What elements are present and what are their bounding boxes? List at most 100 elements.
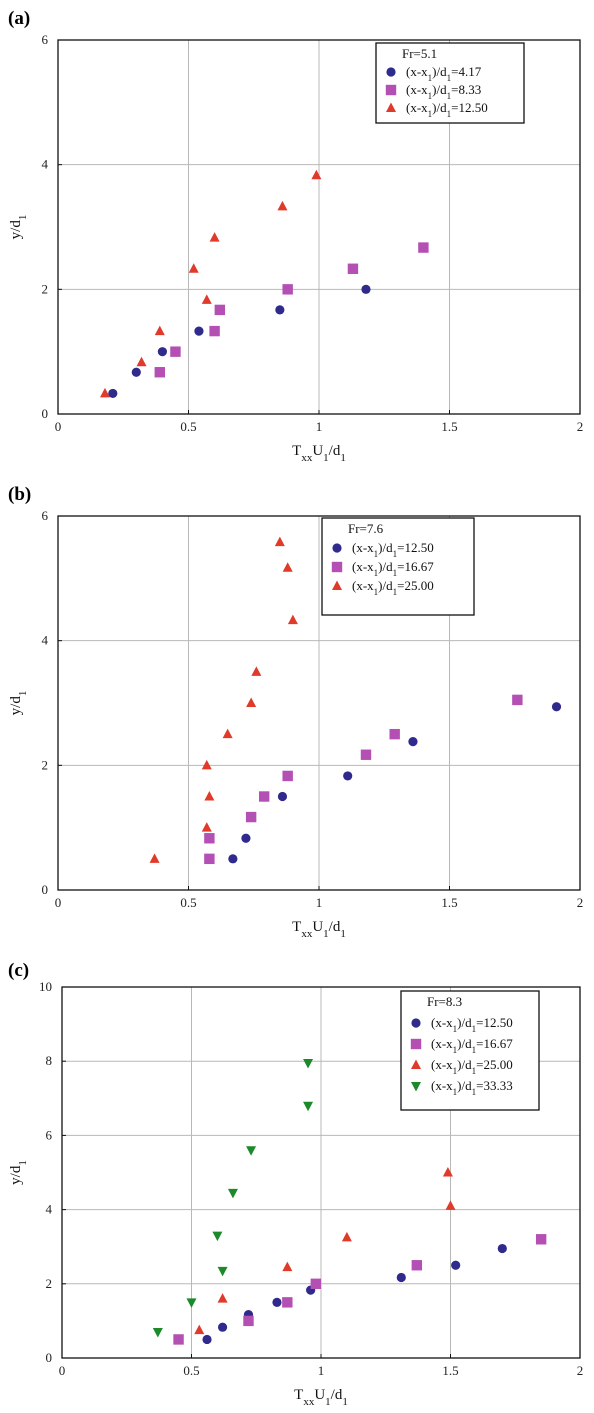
data-point xyxy=(277,200,288,211)
data-point xyxy=(389,728,400,740)
y-tick-label: 0 xyxy=(46,1350,53,1365)
y-tick-label: 2 xyxy=(42,757,49,772)
x-tick-label: 0.5 xyxy=(180,419,196,434)
data-point xyxy=(277,791,288,802)
series-0 xyxy=(202,1243,507,1345)
legend: Fr=5.1 (x-x1)/d1=4.17(x-x1)/d1=8.33(x-x1)… xyxy=(375,42,525,124)
data-point xyxy=(194,326,204,336)
data-point xyxy=(445,1200,456,1210)
series-0 xyxy=(108,284,371,399)
data-point xyxy=(341,1231,352,1242)
data-point xyxy=(212,1231,223,1242)
data-point xyxy=(282,284,293,295)
data-point xyxy=(258,791,270,802)
series-2 xyxy=(194,1167,456,1335)
legend-marker xyxy=(410,1038,422,1050)
panel-2: (c) 0 0.5 1 1.5 2 0 2 4 6 8 10 TxxU1/d1 y/d1 Fr=8.3 (x-… xyxy=(8,960,583,1408)
legend-entry-label: (x-x1)/d1=33.33 xyxy=(431,1078,513,1097)
legend-marker xyxy=(411,1018,421,1028)
data-point xyxy=(245,811,257,823)
data-point xyxy=(411,1260,423,1271)
legend-box xyxy=(321,517,475,616)
data-point xyxy=(201,822,212,832)
series-0 xyxy=(228,702,562,864)
data-point xyxy=(170,346,181,357)
x-axis-title: TxxU1/d1 xyxy=(294,1387,348,1408)
legend: Fr=8.3 (x-x1)/d1=12.50 (x-x1)/d1=16.67 (x-x… xyxy=(400,990,540,1111)
data-point xyxy=(194,1324,205,1335)
x-tick-label: 1 xyxy=(316,419,323,434)
data-point xyxy=(214,304,226,316)
series-2 xyxy=(149,536,298,863)
data-point xyxy=(282,770,293,782)
data-point xyxy=(274,536,285,547)
data-point xyxy=(217,1322,228,1332)
y-tick-label: 8 xyxy=(46,1053,53,1068)
data-point xyxy=(204,853,215,865)
data-point xyxy=(343,771,353,781)
data-point xyxy=(303,1059,314,1069)
series-1 xyxy=(204,694,523,865)
data-point xyxy=(201,294,212,304)
data-point xyxy=(535,1234,547,1245)
y-tick-label: 4 xyxy=(42,633,49,648)
data-point xyxy=(217,1266,228,1277)
x-tick-label: 1.5 xyxy=(441,895,457,910)
data-point xyxy=(442,1167,453,1177)
x-axis-title: TxxU1/d1 xyxy=(292,443,346,464)
x-tick-label: 1 xyxy=(316,895,323,910)
data-point xyxy=(204,833,215,844)
data-point xyxy=(282,1261,293,1272)
x-axis-title: TxxU1/d1 xyxy=(292,919,346,940)
y-tick-label: 4 xyxy=(46,1202,53,1217)
panel-label: (b) xyxy=(8,484,31,505)
x-tick-label: 0 xyxy=(55,419,62,434)
data-point xyxy=(551,702,562,712)
y-tick-label: 2 xyxy=(46,1276,53,1291)
y-tick-label: 6 xyxy=(46,1127,53,1142)
legend-entry-label: (x-x1)/d1=25.00 xyxy=(352,578,434,597)
x-tick-label: 1 xyxy=(318,1363,325,1378)
data-point xyxy=(396,1272,406,1283)
panel-label: (a) xyxy=(8,8,30,29)
x-tick-label: 0 xyxy=(59,1363,66,1378)
legend-entry-label: (x-x1)/d1=8.33 xyxy=(406,82,481,101)
data-point xyxy=(451,1260,461,1270)
data-point xyxy=(347,263,359,274)
data-point xyxy=(311,169,322,180)
legend-marker xyxy=(386,67,396,77)
legend-entry-label: (x-x1)/d1=16.67 xyxy=(431,1036,513,1055)
data-point xyxy=(275,305,285,315)
x-tick-label: 0.5 xyxy=(183,1363,199,1378)
y-tick-label: 6 xyxy=(42,32,49,47)
legend-box xyxy=(400,990,540,1111)
y-axis-title: y/d1 xyxy=(8,691,29,716)
legend-marker xyxy=(411,1059,421,1069)
data-point xyxy=(99,387,110,398)
x-tick-label: 1.5 xyxy=(441,419,457,434)
legend-entry-label: (x-x1)/d1=12.50 xyxy=(406,100,488,119)
y-tick-label: 0 xyxy=(42,406,49,421)
legend-title: Fr=7.6 xyxy=(348,521,384,536)
y-axis-title: y/d1 xyxy=(8,1160,29,1185)
data-point xyxy=(152,1328,163,1338)
data-point xyxy=(204,791,215,801)
data-point xyxy=(310,1278,322,1289)
data-point xyxy=(227,1188,238,1199)
legend-entry-label: (x-x1)/d1=12.50 xyxy=(352,540,434,559)
data-point xyxy=(201,759,212,770)
y-tick-label: 4 xyxy=(42,157,49,172)
x-tick-label: 2 xyxy=(577,895,584,910)
data-point xyxy=(154,325,165,336)
data-point xyxy=(186,1298,197,1308)
y-tick-label: 0 xyxy=(42,882,49,897)
x-tick-label: 2 xyxy=(577,419,584,434)
legend-title: Fr=8.3 xyxy=(427,994,462,1009)
series-1 xyxy=(173,1234,547,1345)
data-point xyxy=(246,697,257,707)
legend-entry-label: (x-x1)/d1=16.67 xyxy=(352,559,434,578)
data-point xyxy=(154,367,165,378)
data-point xyxy=(497,1243,507,1254)
x-tick-label: 1.5 xyxy=(442,1363,458,1378)
